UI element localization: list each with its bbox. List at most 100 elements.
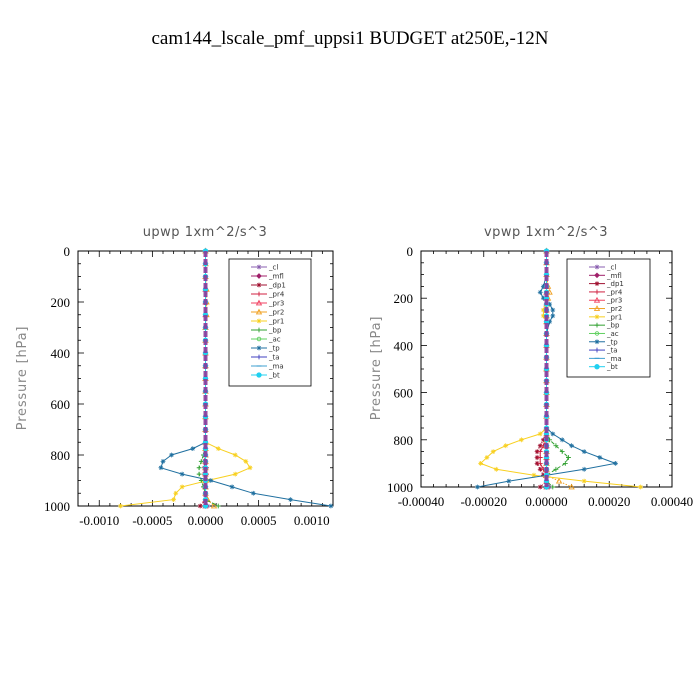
vpwp-legend-label: _bt bbox=[606, 363, 618, 371]
vpwp-point-tp bbox=[550, 307, 556, 313]
upwp-point-tp bbox=[160, 458, 166, 464]
vpwp-legend-marker bbox=[594, 364, 600, 370]
vpwp-panel: vpwp 1xm^2/s^3 Pressure [hPa] 0 200 400 600… bbox=[369, 225, 693, 509]
figure-title: cam144_lscale_pmf_uppsi1 BUDGET at250E,-… bbox=[152, 28, 549, 49]
upwp-y-tick-label: 1000 bbox=[44, 499, 70, 514]
vpwp-legend-label: _pr2 bbox=[606, 305, 622, 313]
vpwp-legend-marker bbox=[594, 272, 600, 279]
vpwp-legend-label: _bp bbox=[606, 322, 620, 330]
vpwp-point-tp bbox=[506, 478, 512, 484]
upwp-point-tp bbox=[208, 478, 214, 483]
vpwp-point-tp bbox=[547, 319, 553, 325]
upwp-point-pr1 bbox=[215, 446, 221, 452]
vpwp-y-tick-label: 0 bbox=[407, 244, 414, 259]
upwp-point-pr1 bbox=[232, 452, 238, 458]
vpwp-point-bp bbox=[559, 449, 565, 454]
upwp-legend-label: _cl bbox=[268, 264, 278, 272]
vpwp-point-bp bbox=[553, 466, 559, 472]
vpwp-point-pr4 bbox=[537, 449, 543, 454]
vpwp-y-tick-label: 200 bbox=[394, 291, 414, 306]
vpwp-point-pr4 bbox=[537, 461, 543, 466]
vpwp-point-dp1 bbox=[537, 484, 543, 490]
upwp-point-pr1 bbox=[247, 465, 253, 471]
vpwp-legend-label: _pr3 bbox=[606, 297, 622, 305]
upwp-legend-label: _pr1 bbox=[268, 318, 284, 326]
vpwp-legend: _cl_mfl_dp1_pr4_pr3_pr2_pr1_bp_ac_tp_ta_… bbox=[566, 258, 651, 378]
upwp-legend-label: _pr2 bbox=[268, 309, 284, 317]
vpwp-legend-box bbox=[566, 258, 651, 378]
upwp-legend-marker bbox=[256, 273, 262, 279]
upwp-point-tp bbox=[250, 490, 256, 496]
vpwp-point-bp bbox=[550, 484, 556, 490]
vpwp-point-pr1 bbox=[540, 313, 546, 319]
upwp-legend-label: _pr3 bbox=[268, 300, 284, 308]
vpwp-x-tick-label: -0.00040 bbox=[398, 494, 445, 509]
vpwp-legend-marker bbox=[594, 281, 600, 287]
upwp-point-pr1 bbox=[171, 497, 177, 503]
upwp-point-bp bbox=[196, 471, 202, 477]
vpwp-point-tp bbox=[613, 461, 618, 466]
vpwp-legend-marker bbox=[594, 322, 600, 328]
vpwp-point-pr1 bbox=[490, 449, 496, 454]
upwp-legend-marker bbox=[256, 336, 262, 342]
upwp-legend-label: _dp1 bbox=[268, 282, 286, 290]
vpwp-point-dp1 bbox=[537, 466, 543, 472]
vpwp-panel-title: vpwp 1xm^2/s^3 bbox=[484, 225, 608, 240]
upwp-legend-label: _tp bbox=[268, 345, 280, 353]
upwp-y-tick-label: 800 bbox=[51, 448, 71, 463]
vpwp-legend-marker bbox=[594, 289, 600, 295]
upwp-legend-marker bbox=[256, 264, 262, 270]
upwp-legend-marker bbox=[255, 308, 263, 315]
upwp-point-tp bbox=[328, 503, 334, 509]
upwp-panel-title: upwp 1xm^2/s^3 bbox=[143, 225, 268, 240]
upwp-legend-label: _ma bbox=[268, 363, 284, 371]
vpwp-point-pr1 bbox=[519, 437, 524, 443]
upwp-legend-label: _mfl bbox=[268, 273, 284, 281]
upwp-y-tick-label: 0 bbox=[64, 244, 71, 259]
upwp-legend-label: _bp bbox=[268, 327, 282, 335]
upwp-point-tp bbox=[169, 452, 174, 458]
upwp-point-pr1 bbox=[118, 503, 123, 509]
vpwp-x-tick-label: 0.00000 bbox=[525, 494, 567, 509]
vpwp-legend-label: _pr1 bbox=[606, 313, 622, 321]
vpwp-point-pr4 bbox=[537, 455, 543, 460]
vpwp-point-bp bbox=[562, 461, 568, 466]
vpwp-point-pr1 bbox=[581, 478, 587, 484]
upwp-point-bp bbox=[196, 465, 202, 471]
vpwp-x-tick-label: 0.00020 bbox=[588, 494, 630, 509]
vpwp-point-tp bbox=[569, 443, 574, 449]
upwp-legend-marker bbox=[256, 318, 262, 324]
vpwp-point-pr2 bbox=[555, 477, 563, 484]
vpwp-point-tp bbox=[581, 466, 587, 472]
vpwp-point-cl bbox=[547, 484, 553, 490]
upwp-legend-marker bbox=[256, 354, 262, 360]
vpwp-legend-label: _tp bbox=[606, 338, 618, 346]
vpwp-point-tp bbox=[550, 313, 556, 319]
upwp-point-pr1 bbox=[173, 490, 179, 496]
vpwp-legend-label: _ta bbox=[606, 347, 618, 355]
upwp-legend-label: _pr4 bbox=[268, 291, 285, 299]
upwp-point-pr1 bbox=[232, 471, 238, 477]
vpwp-legend-marker bbox=[594, 331, 600, 336]
vpwp-point-dp1 bbox=[540, 437, 546, 443]
upwp-panel: upwp 1xm^2/s^3 Pressure [hPa] 0 200 400 600… bbox=[15, 225, 334, 528]
vpwp-point-tp bbox=[550, 431, 556, 437]
vpwp-point-tp bbox=[540, 284, 546, 289]
upwp-point-dp1 bbox=[197, 503, 203, 509]
vpwp-point-tp bbox=[597, 455, 603, 460]
vpwp-y-tick-label: 600 bbox=[394, 386, 414, 401]
vpwp-point-dp1 bbox=[534, 461, 540, 466]
vpwp-y-axis-label: Pressure [hPa] bbox=[369, 316, 384, 420]
upwp-legend-box bbox=[228, 258, 312, 387]
upwp-point-pr1 bbox=[179, 484, 185, 490]
upwp-legend-label: _ta bbox=[268, 354, 280, 362]
upwp-x-tick-label: -0.0010 bbox=[79, 513, 119, 528]
vpwp-point-bp bbox=[553, 443, 559, 449]
upwp-legend-label: _ac bbox=[268, 336, 281, 344]
vpwp-point-tp bbox=[547, 301, 553, 307]
vpwp-legend-marker bbox=[594, 347, 600, 353]
upwp-legend-marker bbox=[256, 345, 262, 351]
upwp-y-tick-label: 600 bbox=[51, 397, 71, 412]
vpwp-legend-marker bbox=[593, 305, 601, 311]
vpwp-y-tick-label: 1000 bbox=[387, 480, 413, 495]
